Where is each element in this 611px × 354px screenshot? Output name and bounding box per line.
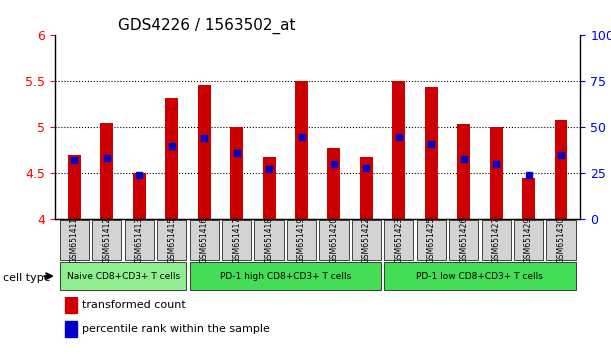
Bar [392, 81, 405, 219]
Text: cell type: cell type [3, 273, 51, 283]
Text: GSM651422: GSM651422 [362, 217, 371, 263]
Bar [230, 127, 243, 219]
FancyBboxPatch shape [287, 220, 316, 260]
Text: transformed count: transformed count [82, 300, 186, 310]
Text: GSM651418: GSM651418 [265, 217, 274, 263]
Text: GSM651413: GSM651413 [135, 217, 144, 263]
Text: PD-1 low CD8+CD3+ T cells: PD-1 low CD8+CD3+ T cells [417, 272, 543, 281]
Bar [457, 124, 470, 219]
Bar [165, 98, 178, 219]
Text: GSM651412: GSM651412 [103, 217, 111, 263]
Text: GSM651415: GSM651415 [167, 217, 176, 263]
Bar [489, 127, 503, 219]
Text: GSM651427: GSM651427 [492, 217, 500, 263]
FancyBboxPatch shape [449, 220, 478, 260]
Bar [198, 85, 211, 219]
Bar [100, 123, 114, 219]
Bar [65, 297, 77, 313]
Text: GSM651425: GSM651425 [426, 217, 436, 263]
Text: GSM651423: GSM651423 [394, 217, 403, 263]
Text: Naive CD8+CD3+ T cells: Naive CD8+CD3+ T cells [67, 272, 180, 281]
FancyBboxPatch shape [189, 220, 219, 260]
FancyBboxPatch shape [92, 220, 122, 260]
FancyBboxPatch shape [222, 220, 251, 260]
Text: percentile rank within the sample: percentile rank within the sample [82, 324, 270, 334]
Text: GSM651416: GSM651416 [200, 217, 209, 263]
Text: GSM651411: GSM651411 [70, 217, 79, 263]
Bar [295, 81, 308, 219]
FancyBboxPatch shape [254, 220, 284, 260]
Bar [327, 148, 340, 219]
FancyBboxPatch shape [514, 220, 543, 260]
Text: GSM651429: GSM651429 [524, 217, 533, 263]
Bar [133, 173, 146, 219]
Text: GSM651420: GSM651420 [329, 217, 338, 263]
FancyBboxPatch shape [60, 220, 89, 260]
Bar [522, 178, 535, 219]
Bar [68, 155, 81, 219]
Bar [65, 321, 77, 337]
FancyBboxPatch shape [60, 262, 186, 290]
Text: GDS4226 / 1563502_at: GDS4226 / 1563502_at [118, 18, 296, 34]
Bar [555, 120, 568, 219]
FancyBboxPatch shape [157, 220, 186, 260]
FancyBboxPatch shape [352, 220, 381, 260]
Text: GSM651419: GSM651419 [297, 217, 306, 263]
FancyBboxPatch shape [481, 220, 511, 260]
Text: GSM651417: GSM651417 [232, 217, 241, 263]
Bar [360, 157, 373, 219]
FancyBboxPatch shape [189, 262, 381, 290]
Text: PD-1 high CD8+CD3+ T cells: PD-1 high CD8+CD3+ T cells [220, 272, 351, 281]
FancyBboxPatch shape [125, 220, 154, 260]
Text: GSM651430: GSM651430 [557, 217, 566, 263]
FancyBboxPatch shape [320, 220, 348, 260]
FancyBboxPatch shape [384, 220, 414, 260]
Bar [425, 87, 437, 219]
Text: GSM651426: GSM651426 [459, 217, 468, 263]
Bar [263, 157, 276, 219]
FancyBboxPatch shape [417, 220, 446, 260]
FancyBboxPatch shape [546, 220, 576, 260]
FancyBboxPatch shape [384, 262, 576, 290]
